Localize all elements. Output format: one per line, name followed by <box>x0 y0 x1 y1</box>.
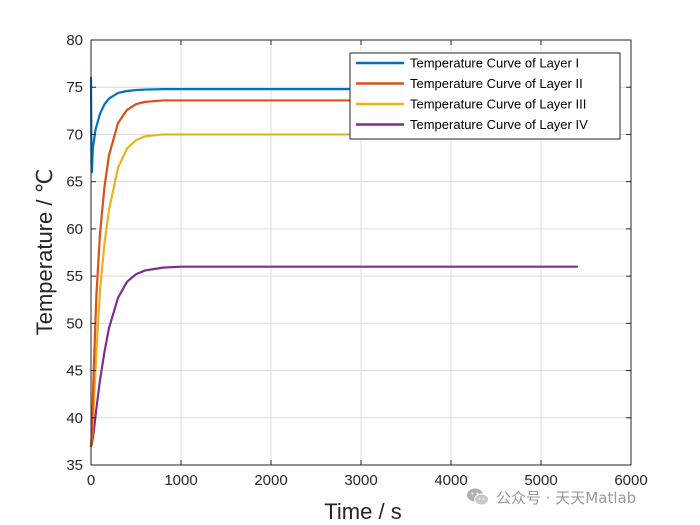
series-line <box>89 133 363 448</box>
x-tick-label: 4000 <box>434 472 467 489</box>
wechat-icon <box>467 488 489 506</box>
legend-label: Temperature Curve of Layer I <box>410 56 579 71</box>
x-tick-label: 0 <box>87 472 95 489</box>
y-tick-label: 35 <box>66 457 83 474</box>
legend-label: Temperature Curve of Layer III <box>410 97 586 112</box>
y-tick-label: 60 <box>66 221 83 238</box>
x-tick-label: 2000 <box>254 472 287 489</box>
y-tick-label: 75 <box>66 79 83 96</box>
y-tick-label: 55 <box>66 268 83 285</box>
y-tick-label: 40 <box>66 410 83 427</box>
series-lines <box>89 76 579 448</box>
series-line <box>89 99 363 448</box>
tick-labels: 0 1000 2000 3000 4000 5000 6000 35 40 45 50 55 60 65 7… <box>66 32 647 489</box>
series-line <box>89 76 363 174</box>
series-line <box>89 265 579 448</box>
watermark-text: 公众号 · 天天Matlab <box>496 488 637 507</box>
legend-label: Temperature Curve of Layer II <box>410 76 583 91</box>
legend: Temperature Curve of Layer I Temperature … <box>349 52 621 140</box>
x-axis-label: Time / s <box>324 499 401 524</box>
x-tick-label: 3000 <box>344 472 377 489</box>
y-tick-label: 65 <box>66 174 83 191</box>
x-tick-label: 1000 <box>164 472 197 489</box>
legend-entries: Temperature Curve of Layer I Temperature … <box>356 56 588 132</box>
y-tick-label: 45 <box>66 363 83 380</box>
x-tick-label: 6000 <box>614 472 647 489</box>
watermark: 公众号 · 天天Matlab <box>466 484 636 510</box>
y-axis-label: Temperature / ℃ <box>32 169 57 336</box>
y-tick-label: 70 <box>66 126 83 143</box>
legend-label: Temperature Curve of Layer IV <box>410 117 588 132</box>
ticks <box>90 39 632 466</box>
y-tick-label: 80 <box>66 32 83 49</box>
x-tick-label: 5000 <box>524 472 557 489</box>
y-tick-label: 50 <box>66 315 83 332</box>
